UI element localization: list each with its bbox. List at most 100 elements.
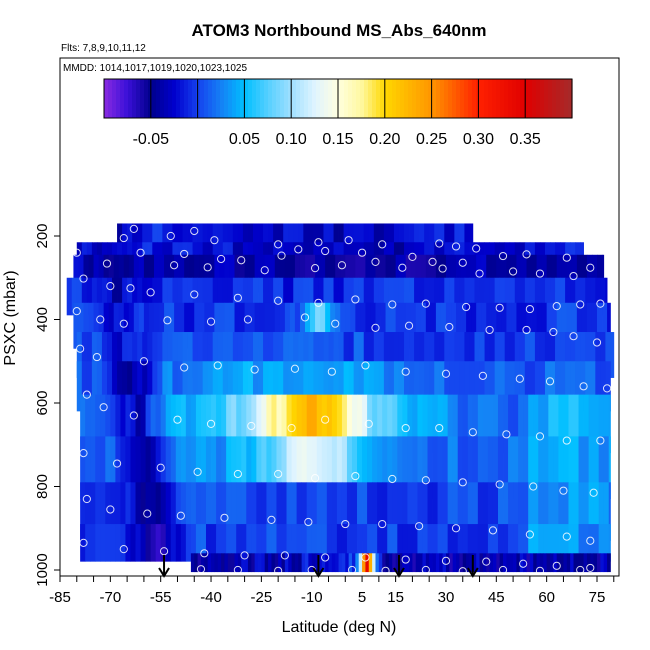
heatmap-cell — [256, 436, 262, 500]
heatmap-cell — [147, 223, 153, 251]
heatmap-cell — [108, 302, 115, 349]
heatmap-cell — [197, 361, 204, 412]
heatmap-cell — [487, 524, 494, 562]
heatmap-cell — [489, 277, 496, 316]
heatmap-cell — [543, 394, 549, 454]
heatmap-cell — [159, 302, 165, 349]
heatmap-cell — [486, 254, 492, 293]
sample-point — [240, 551, 249, 560]
heatmap-cell — [429, 553, 433, 573]
heatmap-cell — [207, 332, 214, 378]
heatmap-cell — [318, 332, 324, 378]
heatmap-cell — [185, 436, 192, 500]
heatmap-cell — [308, 277, 314, 316]
heatmap-cell — [266, 436, 272, 500]
colorbar-tick-label: -0.05 — [133, 131, 170, 148]
colorbar-swatch — [280, 79, 285, 118]
heatmap-cell — [152, 277, 158, 316]
heatmap-cell — [380, 254, 386, 293]
heatmap-cell — [597, 302, 603, 349]
heatmap-cell — [417, 436, 423, 500]
heatmap-cell — [128, 302, 135, 349]
heatmap-cell — [251, 482, 257, 541]
heatmap-cell — [172, 277, 178, 316]
colorbar-swatch — [152, 79, 157, 118]
heatmap-cell — [588, 482, 595, 541]
heatmap-cell — [425, 553, 430, 573]
heatmap-cell — [370, 302, 376, 349]
sample-point — [280, 551, 289, 560]
heatmap-cell — [247, 223, 254, 251]
heatmap-cell — [588, 524, 595, 562]
heatmap-cell — [276, 436, 282, 500]
heatmap-cell — [509, 361, 516, 412]
heatmap-cell — [368, 361, 375, 412]
heatmap-cell — [162, 277, 168, 316]
heatmap-cell — [182, 277, 188, 316]
heatmap-cell — [160, 524, 167, 562]
heatmap-cell — [434, 223, 440, 251]
heatmap-cell — [402, 524, 408, 562]
colorbar-swatch — [400, 79, 405, 118]
colorbar-swatch — [556, 79, 561, 118]
sample-point — [290, 364, 300, 373]
heatmap-cell — [528, 482, 534, 541]
heatmap-cell — [429, 223, 435, 251]
heatmap-cell — [447, 436, 454, 500]
heatmap-cell — [205, 394, 212, 454]
heatmap-cell — [346, 524, 353, 562]
colorbar-swatch — [560, 79, 565, 118]
heatmap-cell — [76, 332, 83, 378]
heatmap-cell — [472, 524, 479, 562]
heatmap-cell — [237, 223, 244, 251]
heatmap-cell — [105, 394, 111, 454]
sample-point — [237, 256, 246, 265]
colorbar-swatch — [516, 79, 521, 118]
heatmap-cell — [479, 361, 485, 412]
heatmap-cell — [583, 482, 590, 541]
heatmap-cell — [449, 277, 455, 316]
heatmap-cell — [355, 254, 361, 293]
heatmap-cell — [427, 394, 433, 454]
sample-point — [388, 474, 397, 484]
heatmap-cell — [204, 254, 210, 293]
heatmap-cell — [328, 223, 334, 251]
sample-point — [428, 257, 437, 266]
heatmap-cell — [590, 553, 595, 573]
heatmap-cell — [197, 332, 204, 378]
sample-point — [562, 436, 571, 445]
heatmap-cell — [340, 254, 346, 293]
heatmap-cell — [241, 394, 247, 454]
heatmap-cell — [236, 524, 242, 562]
heatmap-cell — [558, 482, 564, 541]
sample-point — [92, 352, 102, 362]
heatmap-cell — [81, 277, 88, 316]
heatmap-cell — [568, 482, 574, 541]
colorbar-tick-label: 0.20 — [369, 131, 400, 148]
heatmap-cell — [543, 553, 548, 573]
heatmap-cell — [170, 482, 177, 541]
sample-point — [371, 323, 380, 332]
heatmap-cell — [229, 254, 235, 293]
heatmap-cell — [466, 302, 472, 349]
heatmap-cell — [353, 223, 360, 251]
heatmap-cell — [404, 223, 410, 251]
sample-point — [170, 261, 179, 270]
colorbar-swatch — [364, 79, 369, 118]
sample-point — [136, 248, 145, 257]
heatmap-cell — [276, 394, 282, 454]
heatmap-cell — [395, 254, 402, 293]
heatmap-cell — [472, 394, 479, 454]
heatmap-cell — [368, 223, 375, 251]
heatmap-cell — [189, 302, 195, 349]
heatmap-cell — [387, 394, 393, 454]
plot-frame — [59, 57, 620, 577]
heatmap-cell — [194, 553, 199, 573]
heatmap-cell — [435, 254, 442, 293]
heatmap-cell — [459, 332, 465, 378]
heatmap-cell — [514, 361, 521, 412]
heatmap-cell — [157, 361, 163, 412]
heatmap-cell — [392, 524, 398, 562]
colorbar-swatch — [172, 79, 177, 118]
